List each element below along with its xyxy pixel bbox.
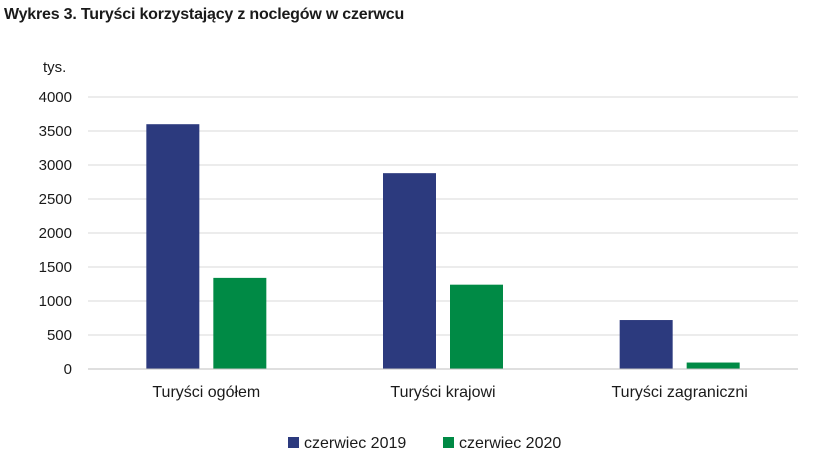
y-tick-label: 3000 <box>39 157 72 174</box>
y-axis-tick-labels: 0 500 1000 1500 2000 2500 3000 3500 4000 <box>39 89 72 378</box>
y-axis-unit-label: tys. <box>43 59 66 76</box>
chart-title: Wykres 3. Turyści korzystający z noclegó… <box>4 6 405 23</box>
y-tick-label: 1000 <box>39 293 72 310</box>
bar <box>686 362 740 369</box>
legend-label: czerwiec 2020 <box>459 435 561 452</box>
y-tick-label: 3500 <box>39 123 72 140</box>
legend-swatch <box>288 437 299 448</box>
legend-label: czerwiec 2019 <box>304 435 406 452</box>
bar <box>450 284 503 369</box>
bar <box>146 124 200 369</box>
x-axis-category-labels: Turyści ogółem Turyści krajowi Turyści zag… <box>152 384 747 401</box>
category-label: Turyści zagraniczni <box>611 384 747 401</box>
y-tick-label: 2500 <box>39 191 72 208</box>
bar <box>213 277 267 369</box>
bar <box>383 173 436 369</box>
y-tick-label: 1500 <box>39 259 72 276</box>
y-tick-label: 500 <box>47 327 72 344</box>
legend: czerwiec 2019 czerwiec 2020 <box>288 435 561 452</box>
grid-lines <box>88 96 798 336</box>
bar <box>619 320 673 369</box>
y-tick-label: 4000 <box>39 89 72 106</box>
category-label: Turyści ogółem <box>152 384 260 401</box>
y-tick-label: 2000 <box>39 225 72 242</box>
y-tick-label: 0 <box>64 361 72 378</box>
category-label: Turyści krajowi <box>390 384 495 401</box>
legend-swatch <box>443 437 454 448</box>
bars <box>146 124 740 369</box>
